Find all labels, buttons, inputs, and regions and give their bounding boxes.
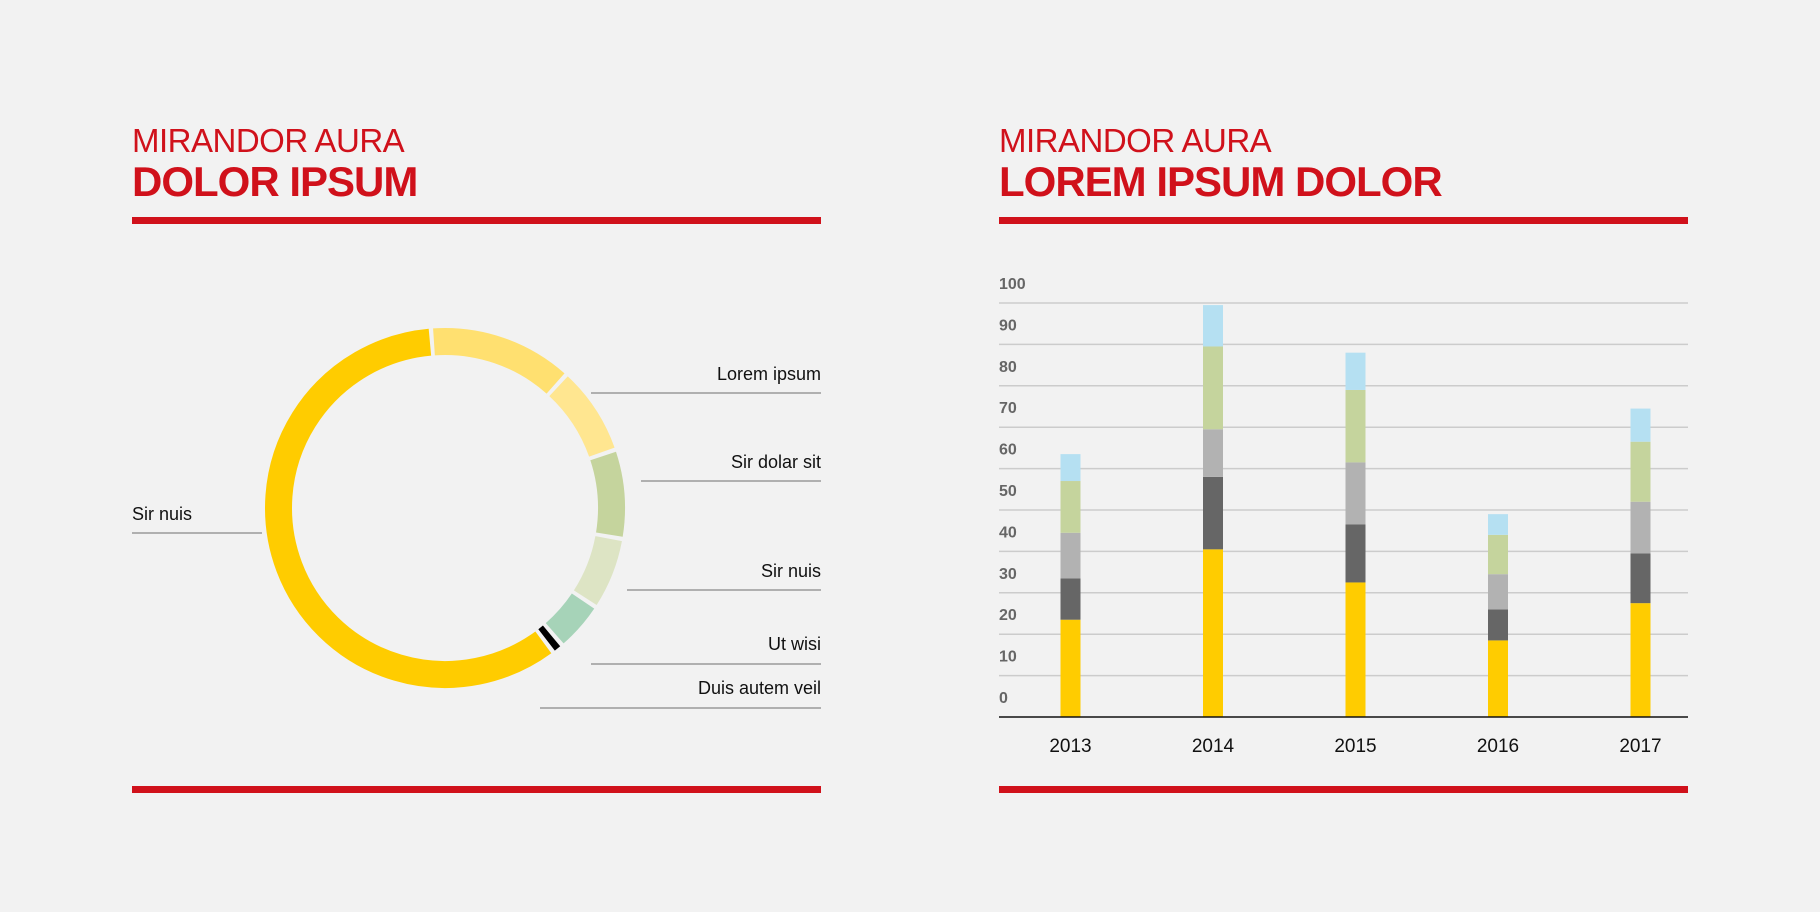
bar-segment <box>1345 389 1366 463</box>
donut-slice <box>573 535 622 605</box>
left-bottom-rule <box>132 786 821 793</box>
bar-segment <box>1488 609 1508 641</box>
y-tick-label: 80 <box>999 359 1017 376</box>
donut-chart: Lorem ipsum Sir dolar sit Sir nuis Ut wisi D… <box>132 328 821 709</box>
bar-segment <box>1060 481 1081 533</box>
bar-segment <box>1203 305 1223 347</box>
bar-segment <box>1488 640 1508 717</box>
y-tick-label: 70 <box>999 400 1017 417</box>
x-category-label: 2014 <box>1192 736 1235 757</box>
y-tick-label: 90 <box>999 317 1017 334</box>
bar-segment <box>1060 454 1081 482</box>
bar-segment <box>1630 408 1651 442</box>
donut-slice <box>549 376 615 457</box>
bar-segment <box>1630 553 1651 604</box>
slice-label: Sir nuis <box>761 561 821 581</box>
right-kicker: MIRANDOR AURA <box>999 122 1272 159</box>
bar-segment <box>1630 603 1651 717</box>
left-chart-panel: MIRANDOR AURA DOLOR IPSUM Lorem ipsum Sir… <box>132 0 821 912</box>
bar-segment <box>1203 429 1223 477</box>
bar-segment <box>1345 462 1366 525</box>
bar-segment <box>1630 501 1651 554</box>
x-category-label: 2015 <box>1334 736 1376 757</box>
slice-label: Duis autem veil <box>698 678 821 698</box>
slice-label: Ut wisi <box>768 634 821 654</box>
donut-slice <box>590 451 625 537</box>
slice-label: Lorem ipsum <box>717 364 821 384</box>
bar-segment <box>1060 578 1081 620</box>
bar-segment <box>1203 476 1223 550</box>
donut-slice <box>265 328 552 688</box>
left-kicker: MIRANDOR AURA <box>132 122 405 159</box>
bar-segment <box>1488 534 1508 575</box>
right-title: LOREM IPSUM DOLOR <box>999 158 1443 205</box>
bar-segment <box>1488 514 1508 535</box>
y-tick-label: 50 <box>999 483 1017 500</box>
slice-label: Sir nuis <box>132 504 192 524</box>
y-tick-label: 40 <box>999 524 1017 541</box>
donut-slice <box>433 328 565 394</box>
bar-segment <box>1060 532 1081 579</box>
left-title: DOLOR IPSUM <box>132 158 418 205</box>
right-chart-panel: MIRANDOR AURA LOREM IPSUM DOLOR 0 10 20 30 4… <box>999 0 1688 912</box>
bar-segment <box>1345 524 1366 583</box>
right-bottom-rule <box>999 786 1688 793</box>
x-category-label: 2017 <box>1619 736 1661 757</box>
y-tick-label: 60 <box>999 442 1017 459</box>
left-top-rule <box>132 217 821 224</box>
donut-slice <box>538 625 561 651</box>
bar-segment <box>1203 549 1223 717</box>
x-category-label: 2016 <box>1477 736 1519 757</box>
y-tick-label: 30 <box>999 566 1017 583</box>
y-tick-label: 100 <box>999 276 1026 293</box>
right-top-rule <box>999 217 1688 224</box>
bar-segment <box>1630 441 1651 502</box>
donut-slice <box>545 593 595 644</box>
bar-segment <box>1345 582 1366 717</box>
y-tick-label: 10 <box>999 649 1017 666</box>
bar-segment <box>1488 574 1508 610</box>
bar-segment <box>1345 352 1366 390</box>
bar-segment <box>1060 619 1081 717</box>
y-tick-label: 0 <box>999 690 1008 707</box>
y-tick-label: 20 <box>999 607 1017 624</box>
bar-segment <box>1203 346 1223 430</box>
x-category-label: 2013 <box>1049 736 1091 757</box>
stacked-bar-chart: 0 10 20 30 40 50 60 70 80 90 100 2013 2014 2015 2016 20… <box>999 276 1688 757</box>
slice-label: Sir dolar sit <box>731 452 821 472</box>
